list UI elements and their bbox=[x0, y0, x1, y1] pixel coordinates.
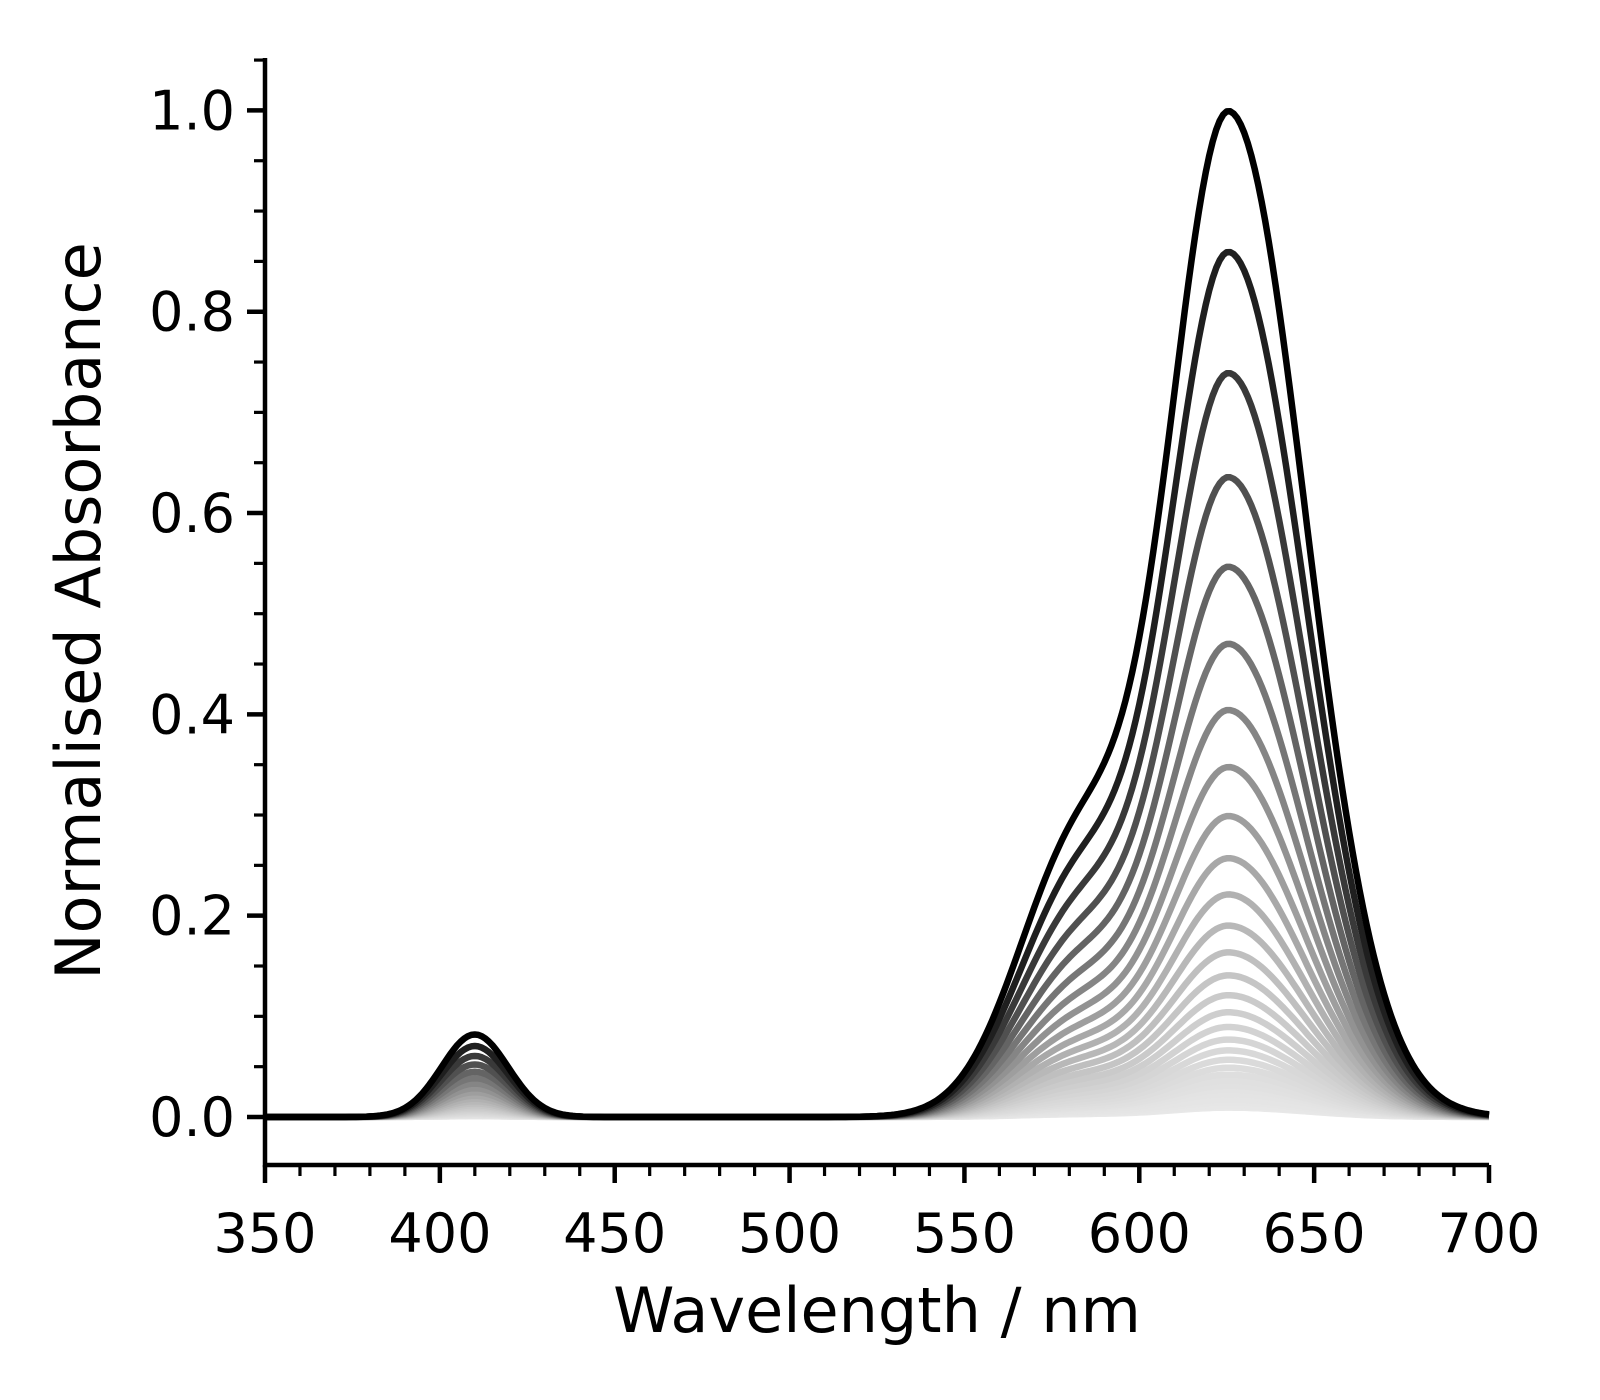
y-tick-label: 0.6 bbox=[149, 482, 235, 545]
spectrum-curve bbox=[265, 108, 1490, 1121]
x-tick-label: 600 bbox=[1088, 1202, 1191, 1265]
y-tick-label: 1.0 bbox=[149, 79, 235, 142]
x-tick-label: 450 bbox=[563, 1202, 666, 1265]
x-axis-label: Wavelength / nm bbox=[613, 1274, 1141, 1347]
y-axis-label: Normalised Absorbance bbox=[42, 242, 115, 979]
y-tick-label: 0.0 bbox=[149, 1086, 235, 1149]
x-tick-label: 400 bbox=[388, 1202, 491, 1265]
x-tick-label: 350 bbox=[213, 1202, 316, 1265]
axis-tick-labels: 350 400 450 500 550 600 650 700 0.0 0.2 0.4 0.6 0.8 1… bbox=[149, 79, 1540, 1265]
y-tick-label: 0.2 bbox=[149, 885, 235, 948]
x-tick-label: 500 bbox=[738, 1202, 841, 1265]
x-tick-label: 550 bbox=[913, 1202, 1016, 1265]
spectra-curves-group bbox=[265, 108, 1490, 1121]
y-tick-label: 0.8 bbox=[149, 281, 235, 344]
axis-ticks bbox=[247, 58, 1492, 1183]
y-tick-label: 0.4 bbox=[149, 683, 235, 746]
x-tick-label: 700 bbox=[1437, 1202, 1540, 1265]
x-tick-label: 650 bbox=[1263, 1202, 1366, 1265]
